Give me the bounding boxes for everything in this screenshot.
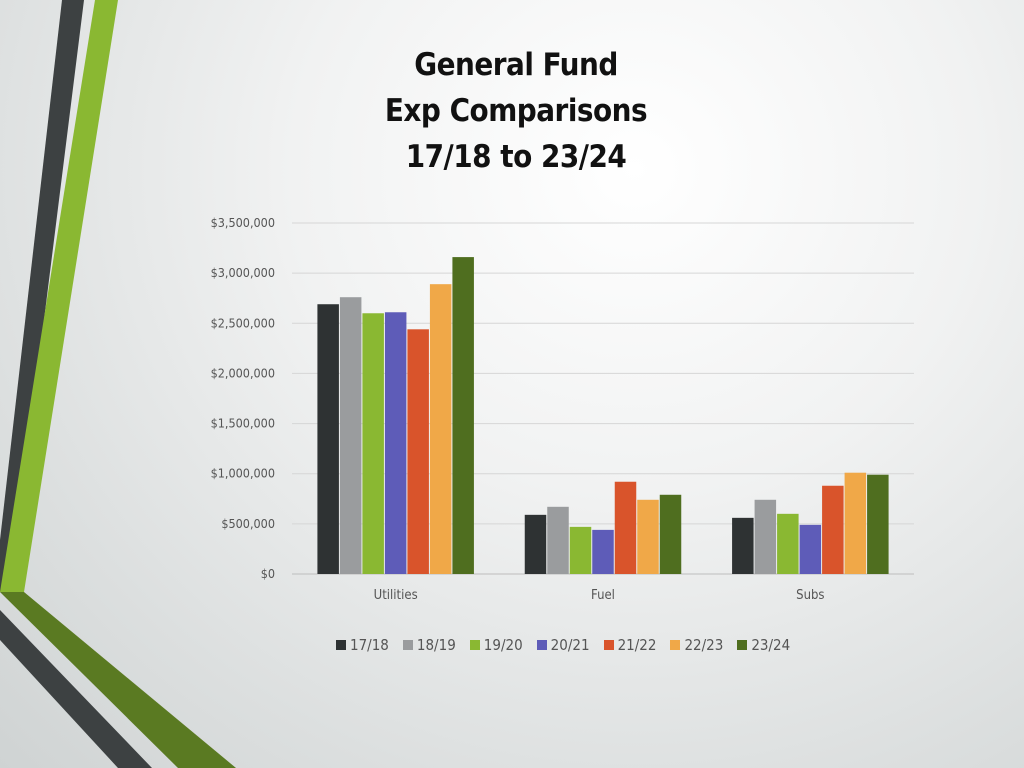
dark-stripe-bottom: [0, 610, 152, 768]
bar-fuel-21-22: [614, 481, 637, 574]
bar-utilities-21-22: [407, 329, 429, 574]
bar-subs-19-20: [777, 513, 799, 574]
title-line-3: 17/18 to 23/24: [405, 139, 627, 175]
bar-utilities-22-23: [429, 284, 452, 574]
legend-swatch: [536, 640, 547, 650]
bar-subs-21-22: [822, 485, 844, 574]
bar-utilities-19-20: [362, 313, 384, 574]
bar-fuel-18-19: [547, 506, 569, 574]
bars: [317, 257, 889, 574]
bar-utilities-17-18: [317, 304, 339, 574]
bar-fuel-22-23: [637, 499, 659, 574]
legend-item: 17/18: [336, 636, 389, 654]
legend-item: 18/19: [402, 636, 456, 654]
legend-item: 20/21: [536, 636, 590, 654]
category-label-utilities: Utilities: [374, 588, 418, 603]
legend: 17/18 18/19 19/20 20/21 21/22 22/23 23/24: [336, 634, 790, 656]
legend-swatch: [603, 640, 614, 650]
bar-subs-18-19: [754, 499, 777, 574]
legend-item: 23/24: [737, 636, 790, 654]
bar-subs-22-23: [844, 472, 867, 574]
legend-item: 19/20: [469, 636, 523, 654]
legend-label: 20/21: [550, 636, 590, 654]
title-line-1: General Fund: [414, 47, 618, 83]
legend-item: 22/23: [670, 636, 723, 654]
bar-subs-17-18: [732, 517, 754, 574]
bar-utilities-18-19: [339, 297, 362, 574]
chart-title: General Fund Exp Comparisons 17/18 to 23…: [296, 42, 736, 180]
legend-label: 21/22: [617, 636, 657, 654]
legend-label: 23/24: [751, 636, 791, 654]
title-line-2: Exp Comparisons: [384, 93, 648, 129]
bar-fuel-23-24: [659, 494, 682, 574]
bar-fuel-20-21: [592, 529, 614, 574]
legend-item: 21/22: [603, 636, 657, 654]
bar-fuel-19-20: [569, 526, 592, 574]
bar-fuel-17-18: [524, 514, 547, 574]
legend-label: 17/18: [350, 636, 389, 654]
y-tick-label: $2,000,000: [211, 365, 275, 380]
y-tick-label: $3,000,000: [211, 265, 275, 280]
dark-stripe-top: [0, 0, 84, 592]
green-stripe-bottom: [0, 592, 236, 768]
bar-utilities-20-21: [384, 312, 407, 574]
x-axis-categories: Utilities Fuel Subs: [374, 588, 825, 603]
legend-label: 22/23: [684, 636, 724, 654]
legend-swatch: [670, 640, 681, 650]
legend-swatch: [402, 640, 413, 650]
y-tick-label: $1,500,000: [211, 416, 275, 431]
bar-subs-20-21: [799, 524, 822, 574]
bar-utilities-23-24: [452, 257, 474, 574]
y-tick-label: $3,500,000: [211, 215, 275, 230]
y-tick-label: $1,000,000: [211, 466, 275, 481]
y-tick-label: $2,500,000: [211, 315, 275, 330]
bar-subs-23-24: [867, 474, 889, 574]
legend-label: 18/19: [416, 636, 456, 654]
legend-swatch: [336, 640, 346, 650]
y-axis-ticks: $0 $500,000 $1,000,000 $1,500,000 $2,000,000…: [211, 215, 275, 581]
legend-label: 19/20: [483, 636, 523, 654]
green-stripe-top: [0, 0, 118, 592]
y-tick-label: $0: [261, 566, 275, 581]
category-label-fuel: Fuel: [591, 588, 615, 603]
legend-swatch: [469, 640, 480, 650]
legend-swatch: [737, 640, 748, 650]
y-tick-label: $500,000: [221, 516, 275, 531]
category-label-subs: Subs: [796, 588, 824, 603]
